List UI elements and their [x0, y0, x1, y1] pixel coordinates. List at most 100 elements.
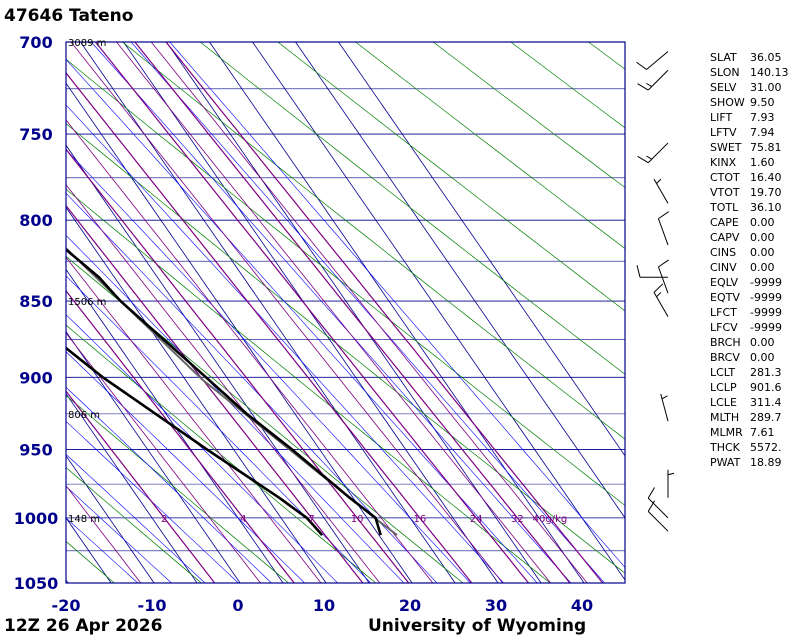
index-key: LFCV — [710, 321, 738, 334]
height-label: 1506 m — [68, 297, 106, 308]
index-row: VTOT 19.70 — [710, 185, 798, 200]
barb-staff — [647, 69, 669, 91]
barb-staff — [647, 511, 669, 532]
wind-barb — [653, 178, 669, 204]
height-label: 3089 m — [68, 38, 106, 49]
pressure-label-700: 700 — [19, 33, 52, 52]
wind-barb — [636, 51, 669, 70]
index-value: 0.00 — [750, 216, 775, 229]
index-row: LFCT -9999 — [710, 305, 798, 320]
index-value: 0.00 — [750, 246, 775, 259]
barb-flag — [647, 500, 655, 512]
moist-adiabat--8 — [66, 420, 239, 583]
barb-half — [646, 82, 652, 87]
index-key: LFCT — [710, 306, 737, 319]
barb-flag — [637, 83, 649, 91]
isotherm--30 — [0, 42, 25, 583]
index-value: 75.81 — [750, 141, 782, 154]
index-value: -9999 — [750, 276, 782, 289]
moist-adiabat-40 — [169, 42, 625, 568]
mixing-ratio-12 — [66, 119, 434, 583]
mixing-ratio-label: 24 — [470, 514, 483, 525]
temp-label-20: 20 — [399, 596, 421, 615]
index-value: -9999 — [750, 306, 782, 319]
temp-label--20: -20 — [52, 596, 81, 615]
credit: University of Wyoming — [368, 616, 587, 636]
index-key: CAPV — [710, 231, 740, 244]
index-row: SHOW 9.50 — [710, 95, 798, 110]
mixing-ratio-32 — [134, 42, 571, 583]
index-row: KINX 1.60 — [710, 155, 798, 170]
dry-adiabat-290 — [66, 255, 464, 583]
index-row: CINS 0.00 — [710, 245, 798, 260]
index-key: PWAT — [710, 456, 741, 469]
index-value: 140.13 — [750, 66, 789, 79]
index-key: SHOW — [710, 96, 745, 109]
moist-adiabat-28 — [66, 59, 538, 583]
index-value: 7.61 — [750, 426, 775, 439]
pressure-label-800: 800 — [19, 211, 52, 230]
mixing-ratio-16 — [66, 71, 473, 583]
mixing-ratio-20 — [70, 42, 504, 583]
temp-label-40: 40 — [571, 596, 593, 615]
moist-adiabat-24 — [66, 104, 504, 583]
temp-label-10: 10 — [313, 596, 335, 615]
temperature-line — [66, 247, 382, 536]
pressure-label-750: 750 — [19, 125, 52, 144]
moist-adiabat--16 — [66, 485, 172, 583]
index-value: 18.89 — [750, 456, 782, 469]
isotherm--15 — [66, 455, 155, 583]
index-row: SLAT 36.05 — [710, 50, 798, 65]
mixing-ratio-label: 32 — [511, 514, 524, 525]
index-value: 0.00 — [750, 336, 775, 349]
mixing-ratio-label: 10 — [351, 514, 364, 525]
stability-indices: SLAT 36.05 SLON 140.13 SELV 31.00 SHOW 9.50 LIFT… — [710, 50, 798, 470]
temp-label-30: 30 — [485, 596, 507, 615]
index-key: EQLV — [710, 276, 739, 289]
background-lines — [0, 42, 625, 583]
index-value: 0.00 — [750, 231, 775, 244]
index-row: EQTV -9999 — [710, 290, 798, 305]
moist-adiabat--12 — [66, 453, 206, 583]
isotherm-20 — [80, 42, 456, 583]
index-value: -9999 — [750, 321, 782, 334]
mixing-ratio-8 — [66, 184, 381, 583]
axis-labels: 700 750 800 850 900 950 1000 1050 -20 -10 0 10 20 30 4… — [14, 33, 593, 615]
mixing-ratio-label: 2 — [161, 514, 167, 525]
height-label: 148 m — [68, 514, 100, 525]
barb-staff — [647, 497, 669, 519]
index-value: 0.00 — [750, 351, 775, 364]
moist-adiabat-16 — [66, 192, 438, 583]
barb-half — [646, 155, 652, 160]
wind-barb — [657, 259, 669, 294]
index-key: CINV — [710, 261, 737, 274]
index-row: MLMR 7.61 — [710, 425, 798, 440]
index-value: 31.00 — [750, 81, 782, 94]
mixing-ratio-2 — [66, 390, 216, 583]
wind-barb — [647, 500, 669, 532]
barb-flag — [636, 265, 641, 278]
isotherm-15 — [66, 82, 413, 583]
index-value: 5572. — [750, 441, 782, 454]
wind-barb — [637, 69, 669, 91]
wind-barb — [657, 211, 669, 246]
isotherm--10 — [66, 392, 198, 583]
barb-staff — [657, 218, 669, 246]
barb-half — [667, 472, 675, 476]
isotherm-40 — [252, 42, 625, 581]
index-row: LCLT 281.3 — [710, 365, 798, 380]
index-key: LCLE — [710, 396, 737, 409]
index-row: PWAT 18.89 — [710, 455, 798, 470]
index-value: 1.60 — [750, 156, 775, 169]
index-row: CAPE 0.00 — [710, 215, 798, 230]
moist-adiabat-32 — [90, 42, 572, 583]
dewpoint-line — [66, 346, 324, 536]
dry-adiabat-260 — [66, 466, 202, 583]
mixing-ratio-1 — [66, 485, 142, 583]
index-key: SLAT — [710, 51, 737, 64]
index-row: THCK 5572. — [710, 440, 798, 455]
index-key: SELV — [710, 81, 737, 94]
dry-adiabat-300 — [66, 188, 551, 583]
valid-time: 12Z 26 Apr 2026 — [4, 616, 163, 636]
